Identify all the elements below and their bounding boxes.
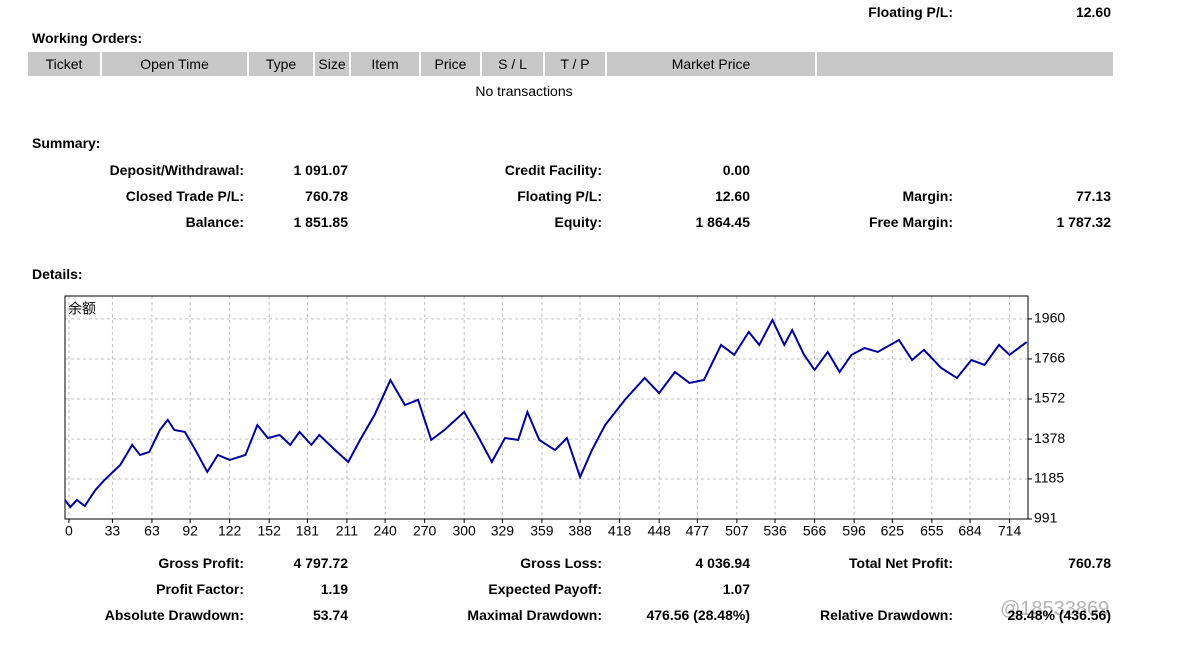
column-header: Item (351, 52, 421, 76)
x-tick-label: 448 (647, 523, 671, 539)
field-value: 1.19 (320, 581, 348, 597)
field-label: Absolute Drawdown: (104, 607, 244, 623)
x-tick-label: 477 (686, 523, 710, 539)
chart: 991 1185 1378 1572 1766 1960 0 33 63 92 122 152 181 2… (64, 295, 1065, 539)
x-tick-label: 507 (725, 523, 749, 539)
field-label: Free Margin: (868, 214, 953, 230)
header-label: Floating P/L: (868, 4, 953, 20)
plot-area (65, 296, 1028, 519)
x-tick-label: 684 (958, 523, 982, 539)
field-value: 1.07 (722, 581, 750, 597)
x-tick-label: 329 (491, 523, 515, 539)
x-tick-label: 655 (920, 523, 944, 539)
column-header: T / P (545, 52, 607, 76)
x-tick-label: 240 (373, 523, 397, 539)
x-tick-label: 536 (763, 523, 787, 539)
y-tick-label: 1378 (1034, 430, 1065, 446)
x-tick-label: 63 (144, 523, 160, 539)
field-label: Equity: (554, 214, 602, 230)
field-label: Gross Profit: (158, 555, 244, 571)
field-label: Expected Payoff: (488, 581, 602, 597)
balance-line (64, 317, 1028, 509)
field-label: Margin: (902, 188, 953, 204)
field-value: 1 851.85 (293, 214, 349, 230)
column-header: Size (315, 52, 351, 76)
field-value: 1 091.07 (293, 162, 349, 178)
field-label: Profit Factor: (156, 581, 244, 597)
field-value: 476.56 (28.48%) (646, 607, 750, 623)
section-title: Working Orders: (32, 30, 143, 46)
field-label: Relative Drawdown: (819, 607, 953, 623)
field-label: Floating P/L: (517, 188, 602, 204)
x-tick-label: 92 (182, 523, 198, 539)
field-value: 760.78 (1068, 555, 1111, 571)
field-value: 12.60 (714, 188, 750, 204)
empty-note: No transactions (475, 83, 573, 99)
y-tick-label: 1766 (1034, 350, 1065, 366)
field-value: 1 864.45 (695, 214, 751, 230)
x-tick-label: 270 (413, 523, 437, 539)
field-value: 0.00 (722, 162, 750, 178)
field-label: Balance: (185, 214, 244, 230)
plot-border (64, 295, 1029, 520)
chart-title: 余额 (68, 301, 96, 317)
x-tick-label: 33 (105, 523, 121, 539)
watermark: @18533869 (1000, 598, 1110, 620)
x-tick-label: 566 (803, 523, 827, 539)
x-tick-label: 418 (608, 523, 632, 539)
x-tick-label: 300 (452, 523, 476, 539)
column-header: Type (249, 52, 315, 76)
x-tick-label: 211 (336, 523, 359, 539)
field-value: 760.78 (305, 188, 348, 204)
x-tick-label: 0 (65, 523, 73, 539)
field-label: Deposit/Withdrawal: (109, 162, 244, 178)
field-value: 28.48% (436.56) (1007, 607, 1111, 623)
field-value: 4 797.72 (293, 555, 349, 571)
field-label: Maximal Drawdown: (467, 607, 602, 623)
x-tick-label: 152 (258, 523, 282, 539)
y-tick-label: 1960 (1034, 310, 1065, 326)
x-tick-label: 596 (842, 523, 866, 539)
field-value: 53.74 (312, 607, 348, 623)
field-value: 1 787.32 (1056, 214, 1112, 230)
x-tick-label: 359 (530, 523, 554, 539)
field-label: Total Net Profit: (849, 555, 953, 571)
y-tick-label: 1572 (1034, 390, 1065, 406)
x-tick-label: 181 (296, 523, 320, 539)
column-header: Ticket (28, 52, 102, 76)
column-header: S / L (482, 52, 545, 76)
column-header: Price (421, 52, 482, 76)
column-header (817, 52, 1115, 76)
field-label: Closed Trade P/L: (125, 188, 244, 204)
x-tick-label: 122 (218, 523, 242, 539)
field-label: Gross Loss: (520, 555, 602, 571)
field-value: 4 036.94 (695, 555, 751, 571)
x-tick-label: 388 (568, 523, 592, 539)
x-tick-label: 714 (998, 523, 1022, 539)
y-tick-label: 991 (1034, 510, 1058, 526)
field-value: 77.13 (1075, 188, 1111, 204)
section-title: Summary: (32, 135, 101, 151)
y-tick-label: 1185 (1034, 470, 1064, 486)
section-title: Details: (32, 266, 83, 282)
column-header: Market Price (607, 52, 817, 76)
field-label: Credit Facility: (504, 162, 602, 178)
column-header: Open Time (102, 52, 249, 76)
header-value: 12.60 (1075, 4, 1111, 20)
x-tick-label: 625 (881, 523, 905, 539)
